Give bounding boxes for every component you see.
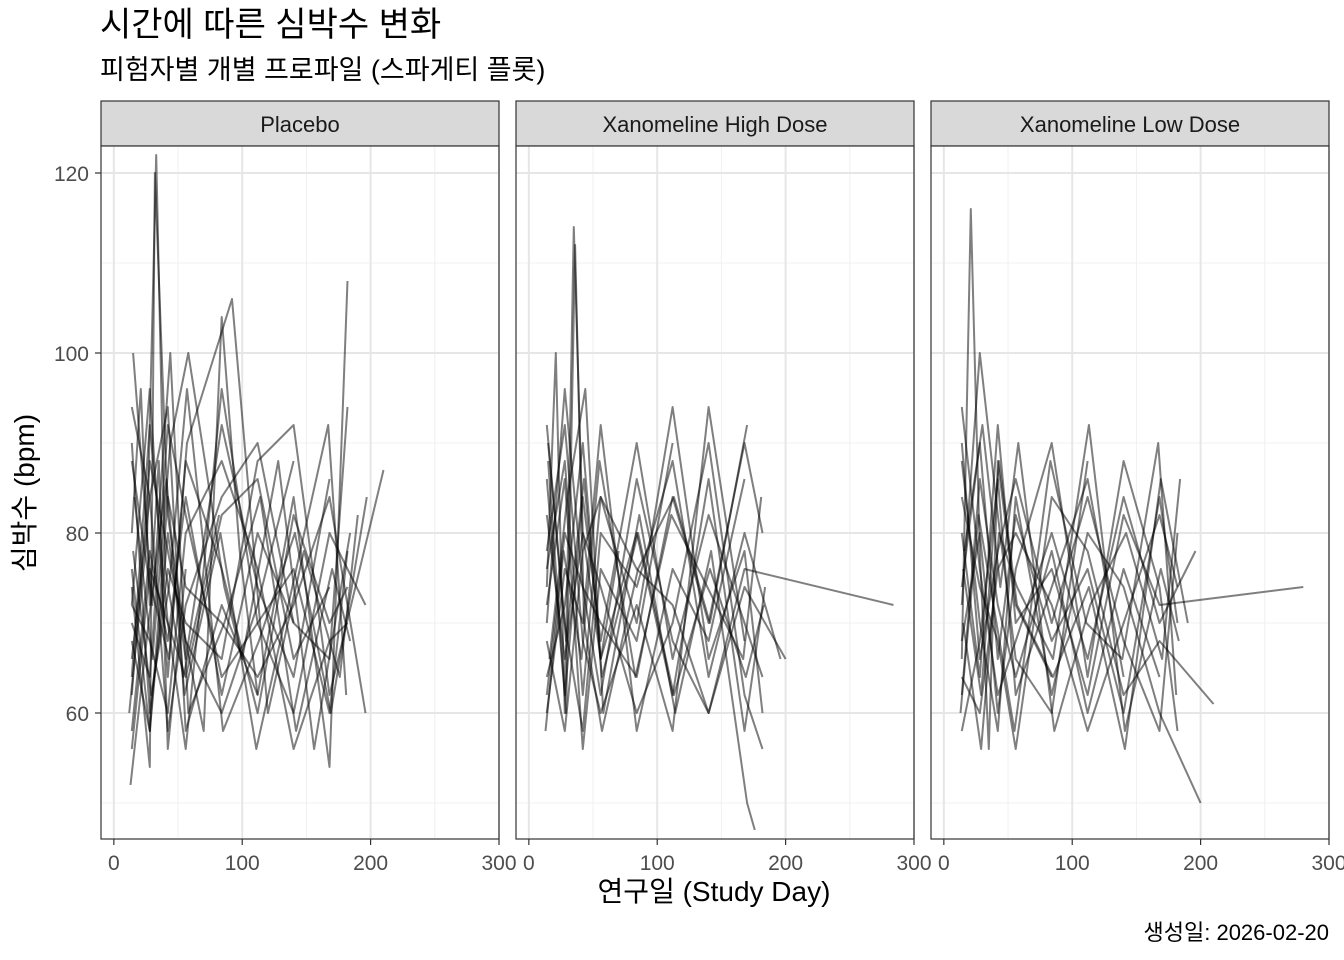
x-tick-label: 100 [640, 852, 675, 875]
subject-profile-line [960, 208, 1053, 750]
subject-profile-line [545, 424, 746, 732]
subject-profile-line [545, 424, 782, 732]
subject-profile-line [130, 460, 295, 714]
facet-strip [100, 100, 500, 147]
panel-border [515, 145, 915, 840]
subject-profile-line [960, 442, 1179, 732]
subject-profile-line [962, 424, 1180, 750]
y-tick-label: 80 [66, 523, 89, 546]
y-tick-label: 60 [66, 703, 89, 726]
x-tick-label: 100 [1055, 852, 1090, 875]
subject-profile-line [960, 352, 1089, 714]
subject-profile-line [545, 442, 764, 750]
panel-border [100, 145, 500, 840]
subject-profile-line [963, 424, 1182, 732]
x-tick-label: 200 [768, 852, 803, 875]
subject-profile-line [960, 496, 1215, 750]
subject-profile-line [545, 442, 764, 696]
subject-profile-line [132, 298, 359, 714]
subject-profile-line [960, 478, 1125, 732]
y-axis-title: 심박수 (bpm) [9, 414, 40, 572]
x-tick-label: 200 [1183, 852, 1218, 875]
subject-profile-line [960, 442, 1179, 732]
subject-profile-line [960, 514, 1179, 732]
chart-title: 시간에 따른 심박수 변화 [100, 6, 441, 44]
facet-panel: Xanomeline Low Dose 0 100 200 300 [930, 100, 1344, 875]
facet-strip-label: Placebo [260, 112, 340, 137]
subject-profile-line [547, 442, 765, 696]
x-tick-label: 100 [225, 852, 260, 875]
subject-profile-line [545, 406, 746, 732]
facet-panels: Placebo 0 100 200 300 60 80 100 120 Xanomeline Hi… [54, 100, 1344, 875]
subject-profile-line [545, 442, 674, 750]
subject-profile-line [959, 442, 1178, 732]
x-axis-title: 연구일 (Study Day) [598, 876, 831, 907]
x-tick-label: 0 [938, 852, 950, 875]
facet-panel: Placebo 0 100 200 300 60 80 100 120 [54, 100, 517, 875]
x-tick-label: 0 [108, 852, 120, 875]
panel-border [930, 145, 1330, 840]
subject-profile-line [130, 496, 367, 732]
subject-profile-line [130, 388, 187, 750]
facet-strip-label: Xanomeline High Dose [602, 112, 827, 137]
x-tick-label: 0 [523, 852, 535, 875]
facet-strip-label: Xanomeline Low Dose [1020, 112, 1240, 137]
x-tick-label: 200 [353, 852, 388, 875]
subject-profile-line [545, 442, 764, 696]
x-tick-label: 300 [481, 852, 516, 875]
chart-caption: 생성일: 2026-02-20 [1144, 920, 1329, 945]
subject-profile-line [548, 388, 756, 831]
facet-strip [930, 100, 1330, 147]
facet-panel: Xanomeline High Dose 0 100 200 300 [515, 100, 932, 875]
y-tick-label: 120 [54, 163, 89, 186]
subject-profile-line [960, 478, 1161, 714]
chart-subtitle: 피험자별 개별 프로파일 (스파게티 플롯) [100, 55, 545, 85]
x-tick-label: 300 [1311, 852, 1344, 875]
facet-strip [515, 100, 915, 147]
subject-profile-line [133, 352, 352, 750]
x-tick-label: 300 [896, 852, 931, 875]
subject-profile-line [545, 496, 787, 732]
subject-profile-line [130, 424, 349, 714]
y-tick-label: 100 [54, 343, 89, 366]
